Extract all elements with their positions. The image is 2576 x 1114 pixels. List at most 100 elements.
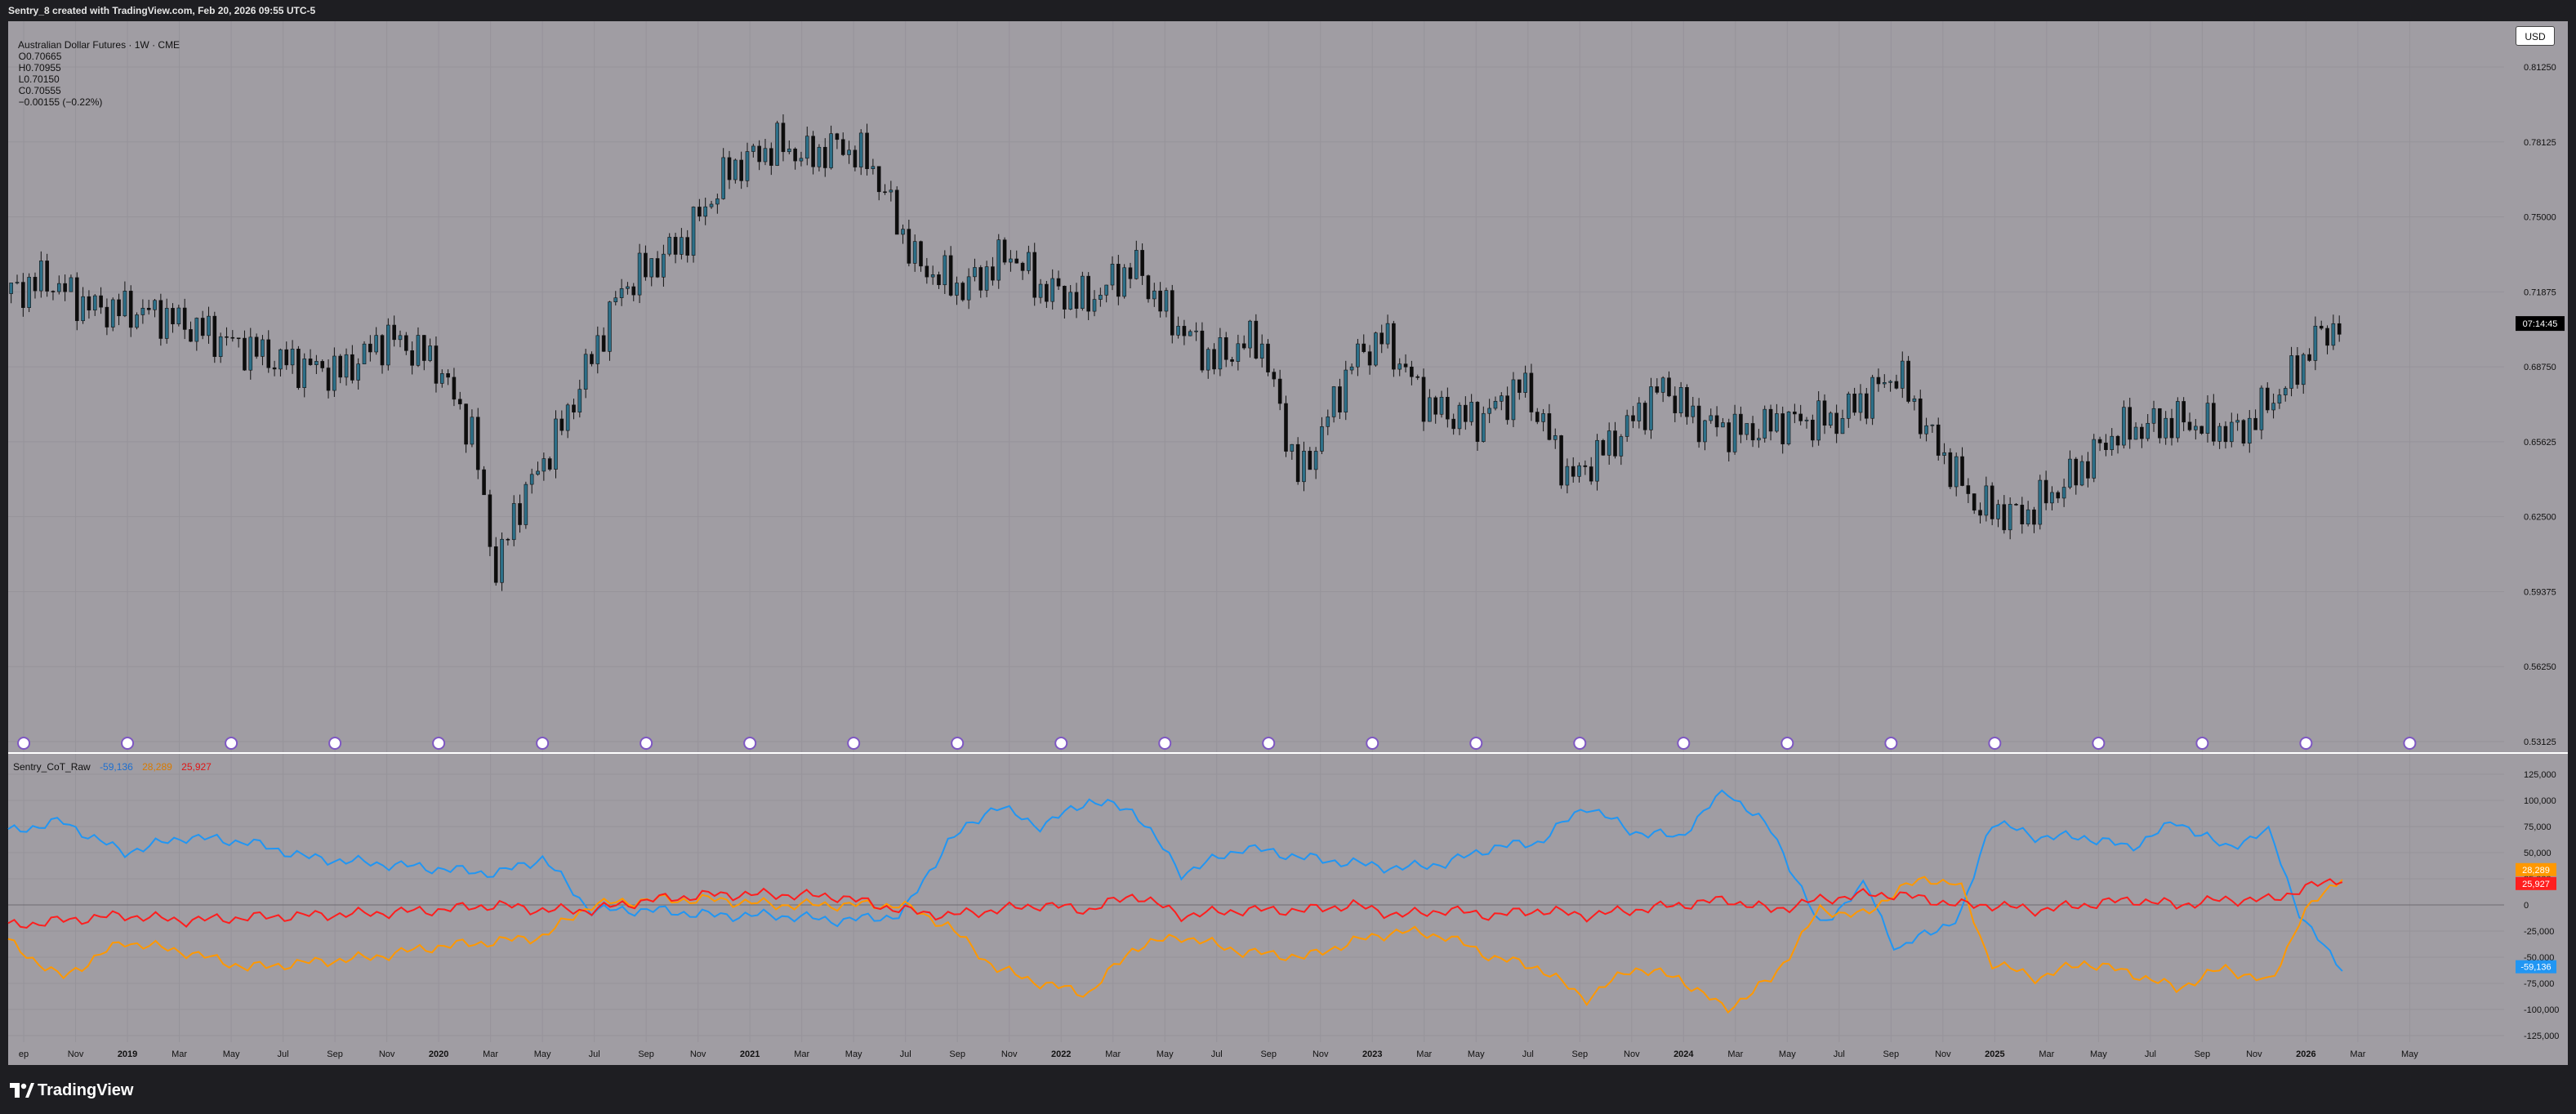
candle-body <box>751 145 755 152</box>
candle-body <box>1027 252 1031 271</box>
candle-body <box>2265 387 2270 411</box>
candle-body <box>2115 435 2120 446</box>
price-axis-tick: 0.68750 <box>2524 363 2556 372</box>
candle-body <box>1559 435 1563 486</box>
indicator-name[interactable]: Sentry_CoT_Raw <box>13 761 91 773</box>
candle-body <box>1732 413 1737 452</box>
candle-body <box>811 136 815 167</box>
event-marker-icon <box>225 737 238 750</box>
candle-body <box>1152 290 1157 300</box>
event-marker-icon <box>536 737 550 750</box>
candle-body <box>386 324 390 366</box>
event-marker-icon <box>743 737 757 750</box>
candle-body <box>1206 349 1210 371</box>
candle-body <box>146 307 151 310</box>
candle-body <box>171 308 175 325</box>
candle-body <box>482 469 486 496</box>
event-marker-icon <box>432 737 446 750</box>
candle-body <box>1757 438 1761 441</box>
candle-body <box>1236 343 1241 362</box>
legend-close: C0.70555 <box>18 85 61 96</box>
candle-body <box>1038 283 1043 298</box>
candle-body <box>871 166 876 169</box>
time-axis-label: Jul <box>1834 1049 1845 1059</box>
candle-body <box>2128 407 2133 440</box>
candle-body <box>1852 393 1856 413</box>
candle-body <box>2301 354 2306 385</box>
indicator-axis-tick: -125,000 <box>2524 1032 2559 1041</box>
candle-body <box>1308 451 1313 470</box>
candle-body <box>332 355 336 391</box>
candle-body <box>2325 328 2329 346</box>
time-axis-label: Mar <box>2039 1049 2054 1059</box>
candle-body <box>284 349 289 366</box>
time-axis-label: May <box>1157 1049 1174 1059</box>
time-axis-label: Jul <box>278 1049 289 1059</box>
candle-body <box>1780 413 1785 444</box>
candle-body <box>1990 485 1994 519</box>
legend-open: O0.70665 <box>18 51 62 62</box>
candle-body <box>243 337 247 371</box>
time-axis-label: Sep <box>1883 1049 1900 1059</box>
chart-frame[interactable] <box>8 21 2568 1065</box>
candle-body <box>1864 393 1869 419</box>
candle-body <box>2223 426 2228 443</box>
candle-body <box>92 295 97 311</box>
candle-body <box>781 123 786 153</box>
candle-body <box>225 336 229 338</box>
candle-body <box>996 239 1001 281</box>
time-axis-label: Sep <box>327 1049 343 1059</box>
indicator-axis-tick: -75,000 <box>2524 979 2554 989</box>
candle-body <box>2122 407 2126 446</box>
candle-body <box>404 335 408 351</box>
candle-body <box>697 207 702 217</box>
candle-body <box>1284 403 1288 452</box>
time-axis-label: 2024 <box>1674 1049 1694 1059</box>
candle-body <box>822 146 827 168</box>
candle-body <box>1009 258 1013 263</box>
event-marker-icon <box>1158 737 1172 750</box>
candle-body <box>2002 504 2007 531</box>
event-marker-icon <box>1884 737 1898 750</box>
legend-low: L0.70150 <box>18 74 60 85</box>
candle-body <box>662 253 666 278</box>
candle-body <box>236 337 241 340</box>
price-axis-tick: 0.56250 <box>2524 662 2556 672</box>
candle-body <box>2133 426 2138 440</box>
candle-body <box>1331 386 1336 417</box>
price-axis-tick: 0.78125 <box>2524 138 2556 148</box>
candle-body <box>1918 399 1923 434</box>
time-axis-label: Sep <box>949 1049 965 1059</box>
candle-body <box>840 139 845 155</box>
candle-body <box>680 237 684 255</box>
main-legend: Australian Dollar Futures · 1W · CME O0.… <box>13 28 186 108</box>
candle-body <box>1410 367 1414 377</box>
candle-body <box>1194 330 1198 332</box>
candle-body <box>1972 493 1977 511</box>
candle-body <box>1428 397 1432 422</box>
currency-button[interactable]: USD <box>2516 26 2555 46</box>
footer-brand[interactable]: TradingView <box>38 1081 134 1099</box>
candle-body <box>452 377 457 400</box>
event-marker-icon <box>847 737 861 750</box>
candle-body <box>1122 267 1126 297</box>
candle-body <box>1996 504 2000 519</box>
candle-body <box>464 403 468 445</box>
candle-body <box>536 470 540 475</box>
candle-body <box>1302 451 1306 483</box>
candle-body <box>2164 417 2168 439</box>
time-axis-label: Mar <box>2350 1049 2365 1059</box>
candle-body <box>894 189 899 235</box>
candle-body <box>266 339 271 368</box>
candle-body <box>1313 451 1318 470</box>
candle-body <box>1379 332 1384 345</box>
candle-body <box>398 335 403 341</box>
candle-body <box>1081 275 1085 310</box>
candle-body <box>655 258 660 278</box>
candle-body <box>362 343 367 364</box>
candle-body <box>1870 377 1874 419</box>
candle-body <box>1493 400 1498 409</box>
candle-body <box>2092 439 2097 479</box>
candle-body <box>1660 377 1665 393</box>
